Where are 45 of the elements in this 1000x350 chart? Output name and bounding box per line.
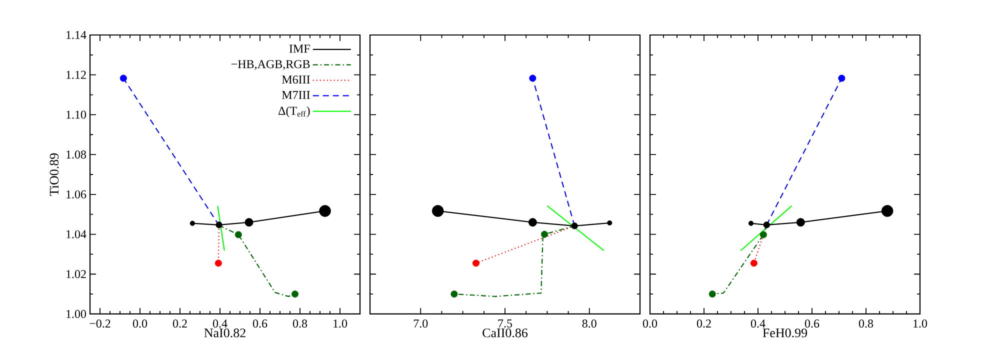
x-tick-label: 0.8: [292, 320, 308, 328]
legend-label: M7III: [282, 91, 310, 99]
x-tick-label: 8.0: [582, 320, 596, 328]
point: [472, 260, 480, 267]
y-tick-label: 1.02: [66, 270, 86, 278]
point: [234, 231, 242, 238]
y-tick-label: 1.08: [66, 150, 86, 159]
x-tick-label: 0.2: [696, 320, 711, 328]
y-tick-label: 1.10: [66, 110, 86, 119]
x-axis-title: NaI0.82: [204, 328, 246, 338]
x-tick-label: 7.5: [498, 320, 512, 328]
point: [838, 74, 846, 82]
point: [529, 74, 536, 82]
x-tick-label: 0.2: [172, 320, 187, 328]
x-tick-label: 0.4: [750, 320, 766, 328]
x-tick-label: 0.6: [804, 320, 820, 328]
point: [540, 230, 548, 238]
point: [450, 290, 458, 298]
y-tick-label: 1.12: [66, 70, 86, 79]
x-tick-label: −0.2: [90, 320, 110, 328]
legend-label: Δ(T$_{eff}$): [278, 106, 310, 118]
point: [292, 290, 299, 298]
x-tick-label: 0.6: [252, 320, 268, 328]
y-axis-title: TiO0.89: [50, 153, 59, 196]
legend-label: −HB,AGB,RGB: [231, 60, 310, 70]
point: [708, 290, 716, 298]
x-tick-label: 1.0: [914, 320, 928, 328]
point: [760, 231, 767, 238]
x-tick-label: 7.0: [414, 320, 428, 328]
y-tick-label: 1.14: [66, 30, 86, 40]
x-tick-label: 0.8: [858, 320, 874, 328]
point: [750, 260, 758, 267]
legend-label: IMF: [289, 44, 310, 53]
point: [214, 260, 222, 267]
x-tick-label: 1.0: [334, 320, 348, 328]
y-tick-label: 1.04: [66, 230, 86, 238]
x-tick-label: 0.0: [642, 320, 658, 328]
x-tick-label: 0.0: [132, 320, 148, 328]
x-axis-title: CaII0.86: [482, 328, 528, 338]
y-tick-label: 1.00: [66, 310, 86, 318]
x-tick-label: 0.4: [212, 320, 228, 328]
legend-label: M6III: [282, 76, 310, 84]
y-tick-label: 1.06: [66, 190, 86, 198]
point: [120, 74, 127, 82]
x-axis-title: FeH0.99: [762, 328, 808, 338]
